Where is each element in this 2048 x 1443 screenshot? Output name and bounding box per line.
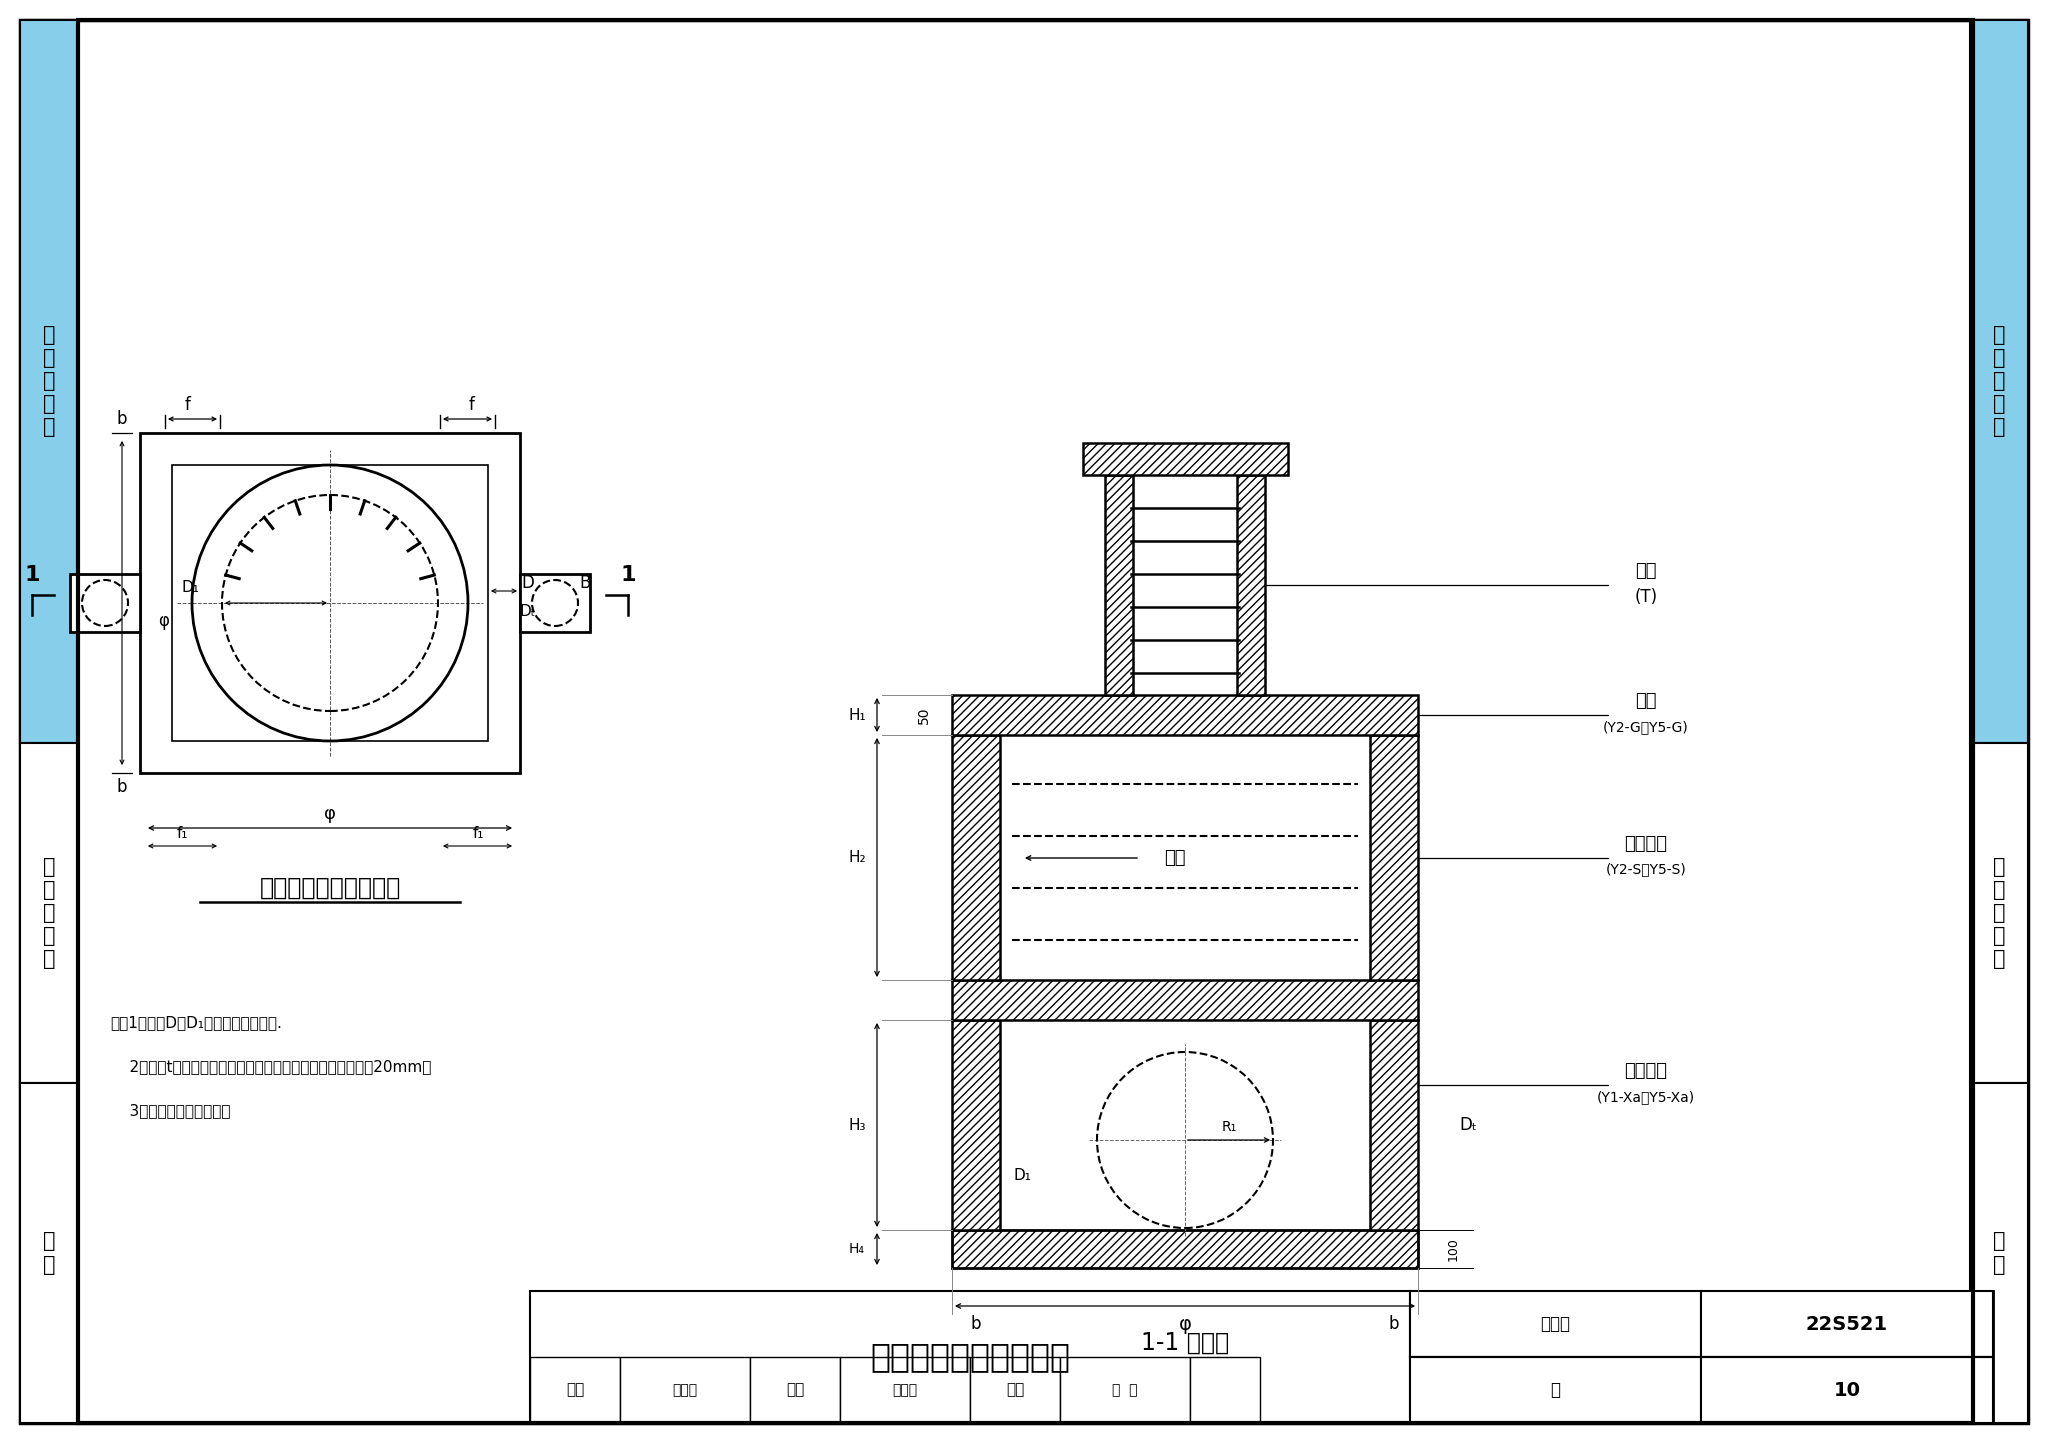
Text: Dₜ: Dₜ (520, 603, 537, 619)
Text: (Y2-S～Y5-S): (Y2-S～Y5-S) (1606, 863, 1686, 876)
Bar (20, 743, 78, 1084)
Text: 圆
形
检
查
井: 圆 形 检 查 井 (1993, 325, 2005, 437)
Bar (1370, 734, 1417, 980)
Bar (70, 574, 139, 632)
Bar (952, 1229, 1417, 1268)
Bar (530, 1291, 1993, 1423)
Text: 2．图中t值根据钢筋混凝土管道插口规格尺寸确定，最小为20mm。: 2．图中t值根据钢筋混凝土管道插口规格尺寸确定，最小为20mm。 (111, 1059, 432, 1075)
Text: Dₜ: Dₜ (1458, 1115, 1477, 1134)
Text: 1: 1 (621, 566, 635, 584)
Text: 页: 页 (1550, 1381, 1561, 1400)
Text: 其
他: 其 他 (1993, 1231, 2005, 1274)
Bar (621, 1356, 750, 1423)
Text: 圆
形
检
查
井: 圆 形 检 查 井 (43, 325, 55, 437)
Text: b: b (971, 1315, 981, 1333)
Bar (1970, 20, 2028, 743)
Text: D₁: D₁ (180, 580, 199, 596)
Text: 矩
形
检
查
井: 矩 形 检 查 井 (43, 857, 55, 970)
Text: 审核: 审核 (565, 1382, 584, 1397)
Bar (952, 696, 1417, 734)
Bar (971, 1356, 1061, 1423)
Bar (952, 980, 1417, 1020)
Text: 100: 100 (1446, 1237, 1460, 1261)
Bar (520, 574, 590, 632)
Text: H₃: H₃ (848, 1117, 866, 1133)
Bar (1409, 1291, 1702, 1356)
Text: f₁: f₁ (473, 827, 483, 841)
Text: 井筒: 井筒 (1634, 561, 1657, 580)
Bar (20, 1084, 78, 1423)
Bar (1190, 1356, 1260, 1423)
Text: b: b (1389, 1315, 1399, 1333)
Text: 其
他: 其 他 (43, 1231, 55, 1274)
Text: (Y1-Xa～Y5-Xa): (Y1-Xa～Y5-Xa) (1597, 1089, 1696, 1104)
Text: (Y2-G～Y5-G): (Y2-G～Y5-G) (1604, 720, 1690, 734)
Text: 校对: 校对 (786, 1382, 805, 1397)
Text: 下部井室: 下部井室 (1624, 1062, 1667, 1079)
Bar (1702, 1356, 1993, 1423)
Bar (1702, 1291, 1993, 1356)
Text: R₁: R₁ (1221, 1120, 1237, 1134)
Text: f: f (184, 395, 190, 414)
Text: 3．图中爬梯仅为示意。: 3．图中爬梯仅为示意。 (111, 1104, 231, 1118)
Text: f: f (469, 395, 475, 414)
Text: 圆形直线检查井平面图: 圆形直线检查井平面图 (260, 876, 401, 900)
Text: 1: 1 (25, 566, 39, 584)
Text: 50: 50 (918, 706, 932, 724)
Text: 22S521: 22S521 (1806, 1315, 1888, 1333)
Bar (952, 1020, 999, 1229)
Text: B: B (580, 574, 590, 592)
Text: 圆形直线检查井装配图: 圆形直线检查井装配图 (870, 1341, 1069, 1374)
Text: φ: φ (324, 805, 336, 823)
Text: 夏春蕾: 夏春蕾 (893, 1382, 918, 1397)
Bar (20, 20, 78, 743)
Text: H₁: H₁ (848, 707, 866, 723)
Bar (840, 1356, 971, 1423)
Text: H₂: H₂ (848, 850, 866, 864)
Bar (1083, 443, 1288, 475)
Text: b: b (117, 410, 127, 429)
Text: 爬梯: 爬梯 (1163, 848, 1186, 867)
Text: 1-1 剖面图: 1-1 剖面图 (1141, 1330, 1229, 1355)
Bar (1061, 1356, 1190, 1423)
Bar (750, 1356, 840, 1423)
Bar (139, 433, 520, 773)
Bar (530, 1356, 621, 1423)
Text: 陈  辉: 陈 辉 (1112, 1382, 1139, 1397)
Text: 王贵明: 王贵明 (672, 1382, 698, 1397)
Text: 矩
形
检
查
井: 矩 形 检 查 井 (1993, 857, 2005, 970)
Bar (1106, 475, 1133, 696)
Bar (1970, 743, 2028, 1084)
Text: (T): (T) (1634, 587, 1657, 606)
Text: b: b (117, 778, 127, 797)
Text: 上部井室: 上部井室 (1624, 834, 1667, 853)
Bar (1370, 1020, 1417, 1229)
Text: f₁: f₁ (176, 827, 188, 841)
Bar (530, 1291, 1409, 1423)
Text: 盖板: 盖板 (1634, 693, 1657, 710)
Text: φ: φ (158, 612, 170, 631)
Text: D: D (522, 574, 535, 592)
Bar (952, 734, 999, 980)
Bar (1237, 475, 1266, 696)
Text: D₁: D₁ (1014, 1167, 1030, 1182)
Bar (1409, 1356, 1702, 1423)
Text: 图集号: 图集号 (1540, 1315, 1571, 1333)
Text: H₄: H₄ (850, 1242, 864, 1255)
Text: 设计: 设计 (1006, 1382, 1024, 1397)
Bar (1970, 1084, 2028, 1423)
Text: φ: φ (1178, 1315, 1192, 1333)
Bar (172, 465, 487, 742)
Text: 10: 10 (1833, 1381, 1860, 1400)
Text: 注：1．图中D、D₁为检查井预留孔径.: 注：1．图中D、D₁为检查井预留孔径. (111, 1016, 283, 1030)
